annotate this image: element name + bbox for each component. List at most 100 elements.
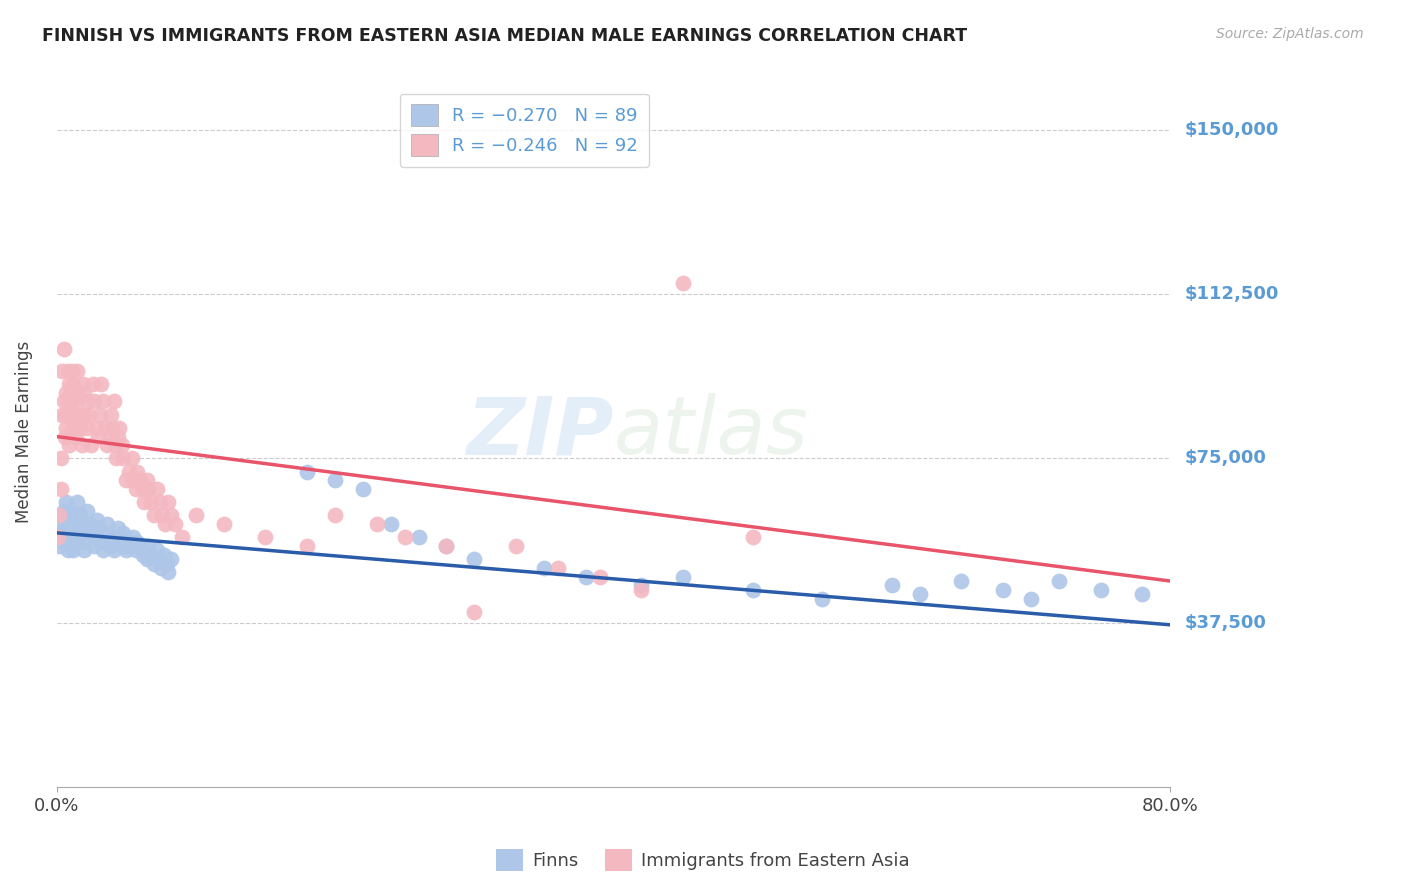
Point xyxy=(880,578,903,592)
Point xyxy=(53,513,76,527)
Point xyxy=(63,517,86,532)
Point xyxy=(105,451,128,466)
Point xyxy=(90,376,112,391)
Point xyxy=(672,569,695,583)
Point xyxy=(1132,587,1154,601)
Point xyxy=(66,364,89,378)
Point xyxy=(91,543,114,558)
Point xyxy=(46,530,69,544)
Text: $37,500: $37,500 xyxy=(1184,614,1265,632)
Point xyxy=(62,513,84,527)
Point xyxy=(112,451,135,466)
Point xyxy=(84,530,107,544)
Point xyxy=(69,508,91,523)
Point xyxy=(59,385,82,400)
Point xyxy=(65,429,87,443)
Point xyxy=(1019,591,1042,606)
Point xyxy=(103,394,125,409)
Point xyxy=(134,543,156,558)
Point xyxy=(993,582,1015,597)
Point xyxy=(66,495,89,509)
Text: atlas: atlas xyxy=(613,393,808,471)
Point xyxy=(67,530,90,544)
Point xyxy=(72,376,94,391)
Point xyxy=(170,530,193,544)
Point xyxy=(574,569,596,583)
Point xyxy=(588,569,610,583)
Point xyxy=(138,539,160,553)
Point xyxy=(104,534,127,549)
Point xyxy=(121,451,143,466)
Point xyxy=(463,605,485,619)
Text: $150,000: $150,000 xyxy=(1184,121,1278,139)
Point xyxy=(51,525,73,540)
Point xyxy=(159,508,181,523)
Point xyxy=(53,429,76,443)
Point xyxy=(87,429,110,443)
Point xyxy=(60,394,83,409)
Point xyxy=(394,530,416,544)
Point xyxy=(52,394,75,409)
Point xyxy=(150,561,173,575)
Point xyxy=(82,376,104,391)
Point xyxy=(254,530,277,544)
Point xyxy=(87,521,110,535)
Point xyxy=(60,364,83,378)
Point xyxy=(156,495,179,509)
Point xyxy=(120,539,142,553)
Point xyxy=(136,473,159,487)
Text: $112,500: $112,500 xyxy=(1184,285,1278,303)
Text: $75,000: $75,000 xyxy=(1184,450,1265,467)
Point xyxy=(59,408,82,422)
Point xyxy=(323,473,346,487)
Point xyxy=(122,530,145,544)
Point xyxy=(408,530,430,544)
Point xyxy=(143,557,166,571)
Point xyxy=(59,539,82,553)
Point xyxy=(62,543,84,558)
Point xyxy=(127,465,149,479)
Point xyxy=(1090,582,1112,597)
Point xyxy=(55,421,77,435)
Point xyxy=(77,408,100,422)
Point xyxy=(77,517,100,532)
Point xyxy=(73,534,96,549)
Point xyxy=(132,482,155,496)
Point xyxy=(908,587,931,601)
Point xyxy=(67,408,90,422)
Point xyxy=(1047,574,1070,588)
Point xyxy=(630,582,652,597)
Point xyxy=(141,548,163,562)
Point xyxy=(434,539,457,553)
Point xyxy=(115,473,138,487)
Point xyxy=(51,408,73,422)
Point xyxy=(101,530,124,544)
Point xyxy=(741,530,763,544)
Point xyxy=(129,539,152,553)
Point xyxy=(49,451,72,466)
Point xyxy=(94,525,117,540)
Point xyxy=(80,525,103,540)
Point xyxy=(112,525,135,540)
Point xyxy=(380,517,402,532)
Point xyxy=(58,508,80,523)
Point xyxy=(66,394,89,409)
Point xyxy=(104,438,127,452)
Point xyxy=(63,408,86,422)
Point xyxy=(51,364,73,378)
Text: Source: ZipAtlas.com: Source: ZipAtlas.com xyxy=(1216,27,1364,41)
Point xyxy=(143,508,166,523)
Point xyxy=(103,543,125,558)
Point xyxy=(118,465,141,479)
Point xyxy=(60,521,83,535)
Point xyxy=(741,582,763,597)
Point xyxy=(152,508,174,523)
Point xyxy=(56,394,79,409)
Point xyxy=(62,421,84,435)
Point xyxy=(89,534,111,549)
Point xyxy=(148,552,170,566)
Point xyxy=(134,495,156,509)
Point xyxy=(73,543,96,558)
Legend: R = −0.270   N = 89, R = −0.246   N = 92: R = −0.270 N = 89, R = −0.246 N = 92 xyxy=(399,94,648,167)
Point xyxy=(111,438,134,452)
